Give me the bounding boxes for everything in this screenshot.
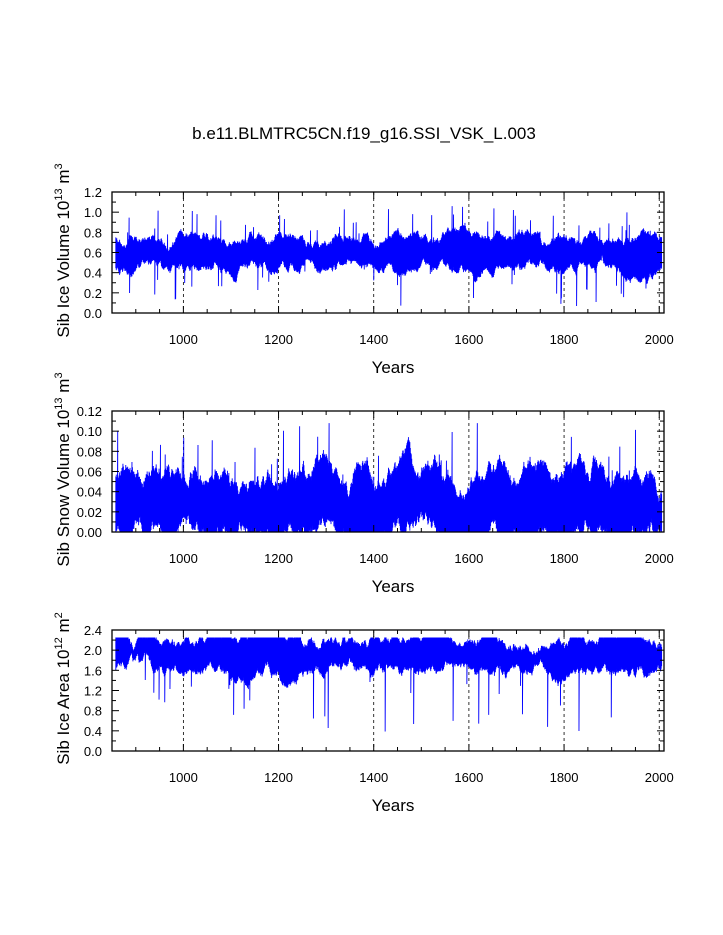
y-tick-label: 2.0 [84, 643, 102, 658]
panel-1: 1000 1200 1400 1600 1800 2000 0.0 0.2 0.4 0.6 0.8 1… [53, 163, 674, 377]
y-tick-label: 1.2 [84, 684, 102, 699]
y-tick-label: 0.4 [84, 266, 102, 281]
y-tick-label: 0.4 [84, 724, 102, 739]
series-line-sib-ice-volume [115, 206, 663, 306]
x-axis-label: Years [372, 796, 415, 815]
x-tick-label: 1000 [169, 332, 198, 347]
x-tick-label: 1000 [169, 551, 198, 566]
x-tick-label: 1600 [454, 770, 483, 785]
y-axis-label: Sib Snow Volume 1013 m3 [53, 372, 73, 566]
y-tick-label: 0.0 [84, 306, 102, 321]
x-tick-label: 1000 [169, 770, 198, 785]
x-tick-label: 1200 [264, 332, 293, 347]
x-axis-label: Years [372, 358, 415, 377]
x-tick-label: 1200 [264, 770, 293, 785]
panel-3: 1000 1200 1400 1600 1800 2000 0.0 0.4 0.8 1.2 1.6 2… [53, 612, 674, 815]
x-tick-label: 1600 [454, 332, 483, 347]
y-tick-label: 0.04 [77, 485, 102, 500]
x-tick-label: 1200 [264, 551, 293, 566]
y-tick-label: 0.6 [84, 246, 102, 261]
y-tick-label: 0.0 [84, 744, 102, 759]
y-tick-label: 1.2 [84, 185, 102, 200]
y-axis-label: Sib Ice Area 1012 m2 [53, 612, 73, 765]
y-axis-label: Sib Ice Volume 1013 m3 [53, 163, 73, 337]
y-tick-label: 0.00 [77, 525, 102, 540]
x-tick-label: 1600 [454, 551, 483, 566]
x-tick-label: 1800 [550, 551, 579, 566]
chart-title: b.e11.BLMTRC5CN.f19_g16.SSI_VSK_L.003 [192, 124, 536, 143]
y-tick-label: 0.8 [84, 704, 102, 719]
x-tick-label: 1800 [550, 770, 579, 785]
series-line-sib-snow-volume [115, 423, 663, 532]
y-tick-label: 0.8 [84, 225, 102, 240]
y-tick-label: 0.06 [77, 465, 102, 480]
x-tick-label: 1400 [359, 332, 388, 347]
x-tick-label: 2000 [645, 551, 674, 566]
panel-2: 1000 1200 1400 1600 1800 2000 0.00 0.02 0.04 0.06… [53, 372, 674, 596]
panels-group: 1000 1200 1400 1600 1800 20000.00.20.40.60.81… [53, 163, 674, 815]
y-tick-label: 0.10 [77, 424, 102, 439]
series-line-sib-ice-area [115, 637, 663, 732]
x-tick-label: 1800 [550, 332, 579, 347]
y-tick-label: 0.02 [77, 505, 102, 520]
y-tick-label: 0.12 [77, 404, 102, 419]
x-tick-label: 1400 [359, 770, 388, 785]
x-axis-label: Years [372, 577, 415, 596]
x-tick-label: 2000 [645, 332, 674, 347]
y-tick-label: 1.0 [84, 205, 102, 220]
y-tick-label: 0.08 [77, 444, 102, 459]
y-tick-label: 0.2 [84, 286, 102, 301]
y-tick-label: 2.4 [84, 623, 102, 638]
x-tick-label: 1400 [359, 551, 388, 566]
x-tick-label: 2000 [645, 770, 674, 785]
y-tick-label: 1.6 [84, 663, 102, 678]
